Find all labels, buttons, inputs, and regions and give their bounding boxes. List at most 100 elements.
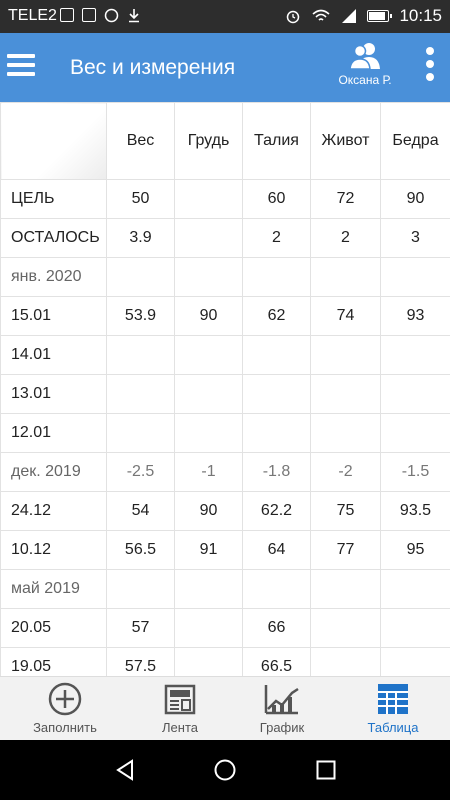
table-cell[interactable]: 93.5 — [380, 491, 450, 531]
table-row[interactable]: 12.01 — [0, 413, 450, 453]
table-cell[interactable] — [310, 647, 381, 676]
table-cell[interactable] — [310, 374, 381, 414]
table-row[interactable]: 13.01 — [0, 374, 450, 414]
month-row[interactable]: дек. 2019 -2.5 -1 -1.8 -2 -1.5 — [0, 452, 450, 492]
table-cell[interactable]: 90 — [380, 179, 450, 219]
table-cell[interactable] — [174, 413, 243, 453]
table-row[interactable]: 19.05 57.5 66.5 — [0, 647, 450, 676]
table-cell[interactable]: -1 — [174, 452, 243, 492]
goal-row[interactable]: ЦЕЛЬ 50 60 72 90 — [0, 179, 450, 219]
table-row[interactable]: 14.01 — [0, 335, 450, 375]
table-cell[interactable] — [174, 218, 243, 258]
table-cell[interactable] — [310, 413, 381, 453]
user-switch-button[interactable]: Оксана Р. — [330, 41, 400, 97]
table-cell[interactable] — [174, 608, 243, 648]
table-cell[interactable] — [242, 569, 311, 609]
table-cell[interactable]: 77 — [310, 530, 381, 570]
table-cell[interactable]: 3.9 — [106, 218, 175, 258]
back-icon[interactable] — [113, 758, 137, 782]
table-cell[interactable] — [380, 608, 450, 648]
table-cell[interactable]: 72 — [310, 179, 381, 219]
table-cell[interactable]: 91 — [174, 530, 243, 570]
table-cell[interactable] — [174, 647, 243, 676]
table-cell[interactable] — [380, 413, 450, 453]
table-cell[interactable]: 2 — [242, 218, 311, 258]
month-row[interactable]: янв. 2020 — [0, 257, 450, 297]
column-header: Талия — [242, 102, 311, 180]
user-name: Оксана Р. — [338, 73, 392, 87]
table-cell[interactable]: 53.9 — [106, 296, 175, 336]
table-cell[interactable] — [174, 179, 243, 219]
table-cell[interactable]: 93 — [380, 296, 450, 336]
table-cell[interactable] — [106, 335, 175, 375]
table-cell[interactable]: 66.5 — [242, 647, 311, 676]
table-cell[interactable]: 54 — [106, 491, 175, 531]
table-cell[interactable]: 62 — [242, 296, 311, 336]
table-cell[interactable] — [242, 257, 311, 297]
table-cell[interactable] — [242, 335, 311, 375]
table-cell[interactable]: 62.2 — [242, 491, 311, 531]
table-cell[interactable] — [106, 569, 175, 609]
table-row[interactable]: 24.12 54 90 62.2 75 93.5 — [0, 491, 450, 531]
table-cell[interactable]: 57 — [106, 608, 175, 648]
table-cell[interactable] — [310, 257, 381, 297]
feed-icon — [164, 684, 196, 715]
table-cell[interactable] — [380, 569, 450, 609]
table-cell[interactable] — [242, 374, 311, 414]
goal-row[interactable]: ОСТАЛОСЬ 3.9 2 2 3 — [0, 218, 450, 258]
table-cell[interactable] — [174, 335, 243, 375]
tab-chart[interactable]: График — [226, 677, 338, 741]
table-cell[interactable] — [380, 335, 450, 375]
table-row[interactable]: 15.01 53.9 90 62 74 93 — [0, 296, 450, 336]
table-cell[interactable] — [380, 374, 450, 414]
table-cell[interactable]: 50 — [106, 179, 175, 219]
table-cell[interactable]: 75 — [310, 491, 381, 531]
table-row[interactable]: 10.12 56.5 91 64 77 95 — [0, 530, 450, 570]
row-label: 12.01 — [0, 413, 107, 453]
table-cell[interactable]: 66 — [242, 608, 311, 648]
table-cell[interactable]: 2 — [310, 218, 381, 258]
table-cell[interactable]: 60 — [242, 179, 311, 219]
table-cell[interactable]: -2 — [310, 452, 381, 492]
table-cell[interactable]: 3 — [380, 218, 450, 258]
home-icon[interactable] — [213, 758, 237, 782]
column-header: Грудь — [174, 102, 243, 180]
table-cell[interactable]: 64 — [242, 530, 311, 570]
tab-fill-in[interactable]: Заполнить — [9, 677, 121, 741]
table-cell[interactable] — [174, 374, 243, 414]
table-cell[interactable]: -1.5 — [380, 452, 450, 492]
wifi-icon — [312, 9, 330, 21]
tab-feed[interactable]: Лента — [124, 677, 236, 741]
table-cell[interactable] — [106, 413, 175, 453]
table-cell[interactable]: -1.8 — [242, 452, 311, 492]
month-row[interactable]: май 2019 — [0, 569, 450, 609]
table-cell[interactable] — [310, 608, 381, 648]
table-cell[interactable] — [310, 335, 381, 375]
battery-icon — [367, 10, 393, 22]
table-cell[interactable]: 90 — [174, 491, 243, 531]
measurements-table: Вес Грудь Талия Живот Бедра ЦЕЛЬ 50 60 72 90… — [0, 102, 450, 676]
app-bar: Вес и измерения Оксана Р. — [0, 33, 450, 102]
tab-table[interactable]: Таблица — [337, 677, 449, 741]
table-cell[interactable]: 74 — [310, 296, 381, 336]
menu-icon[interactable] — [7, 54, 35, 80]
table-cell[interactable] — [380, 257, 450, 297]
row-label: дек. 2019 — [0, 452, 107, 492]
table-cell[interactable] — [380, 647, 450, 676]
table-cell[interactable]: 57.5 — [106, 647, 175, 676]
recents-icon[interactable] — [314, 758, 338, 782]
table-cell[interactable]: 90 — [174, 296, 243, 336]
table-cell[interactable] — [310, 569, 381, 609]
more-options-icon[interactable] — [422, 47, 438, 87]
table-cell[interactable] — [174, 569, 243, 609]
table-cell[interactable] — [174, 257, 243, 297]
table-cell[interactable]: 56.5 — [106, 530, 175, 570]
row-label: 15.01 — [0, 296, 107, 336]
table-cell[interactable]: 95 — [380, 530, 450, 570]
table-row[interactable]: 20.05 57 66 — [0, 608, 450, 648]
table-cell[interactable] — [106, 374, 175, 414]
table-cell[interactable]: -2.5 — [106, 452, 175, 492]
measurements-table-container[interactable]: Вес Грудь Талия Живот Бедра ЦЕЛЬ 50 60 72 90… — [0, 102, 450, 676]
table-cell[interactable] — [242, 413, 311, 453]
table-cell[interactable] — [106, 257, 175, 297]
